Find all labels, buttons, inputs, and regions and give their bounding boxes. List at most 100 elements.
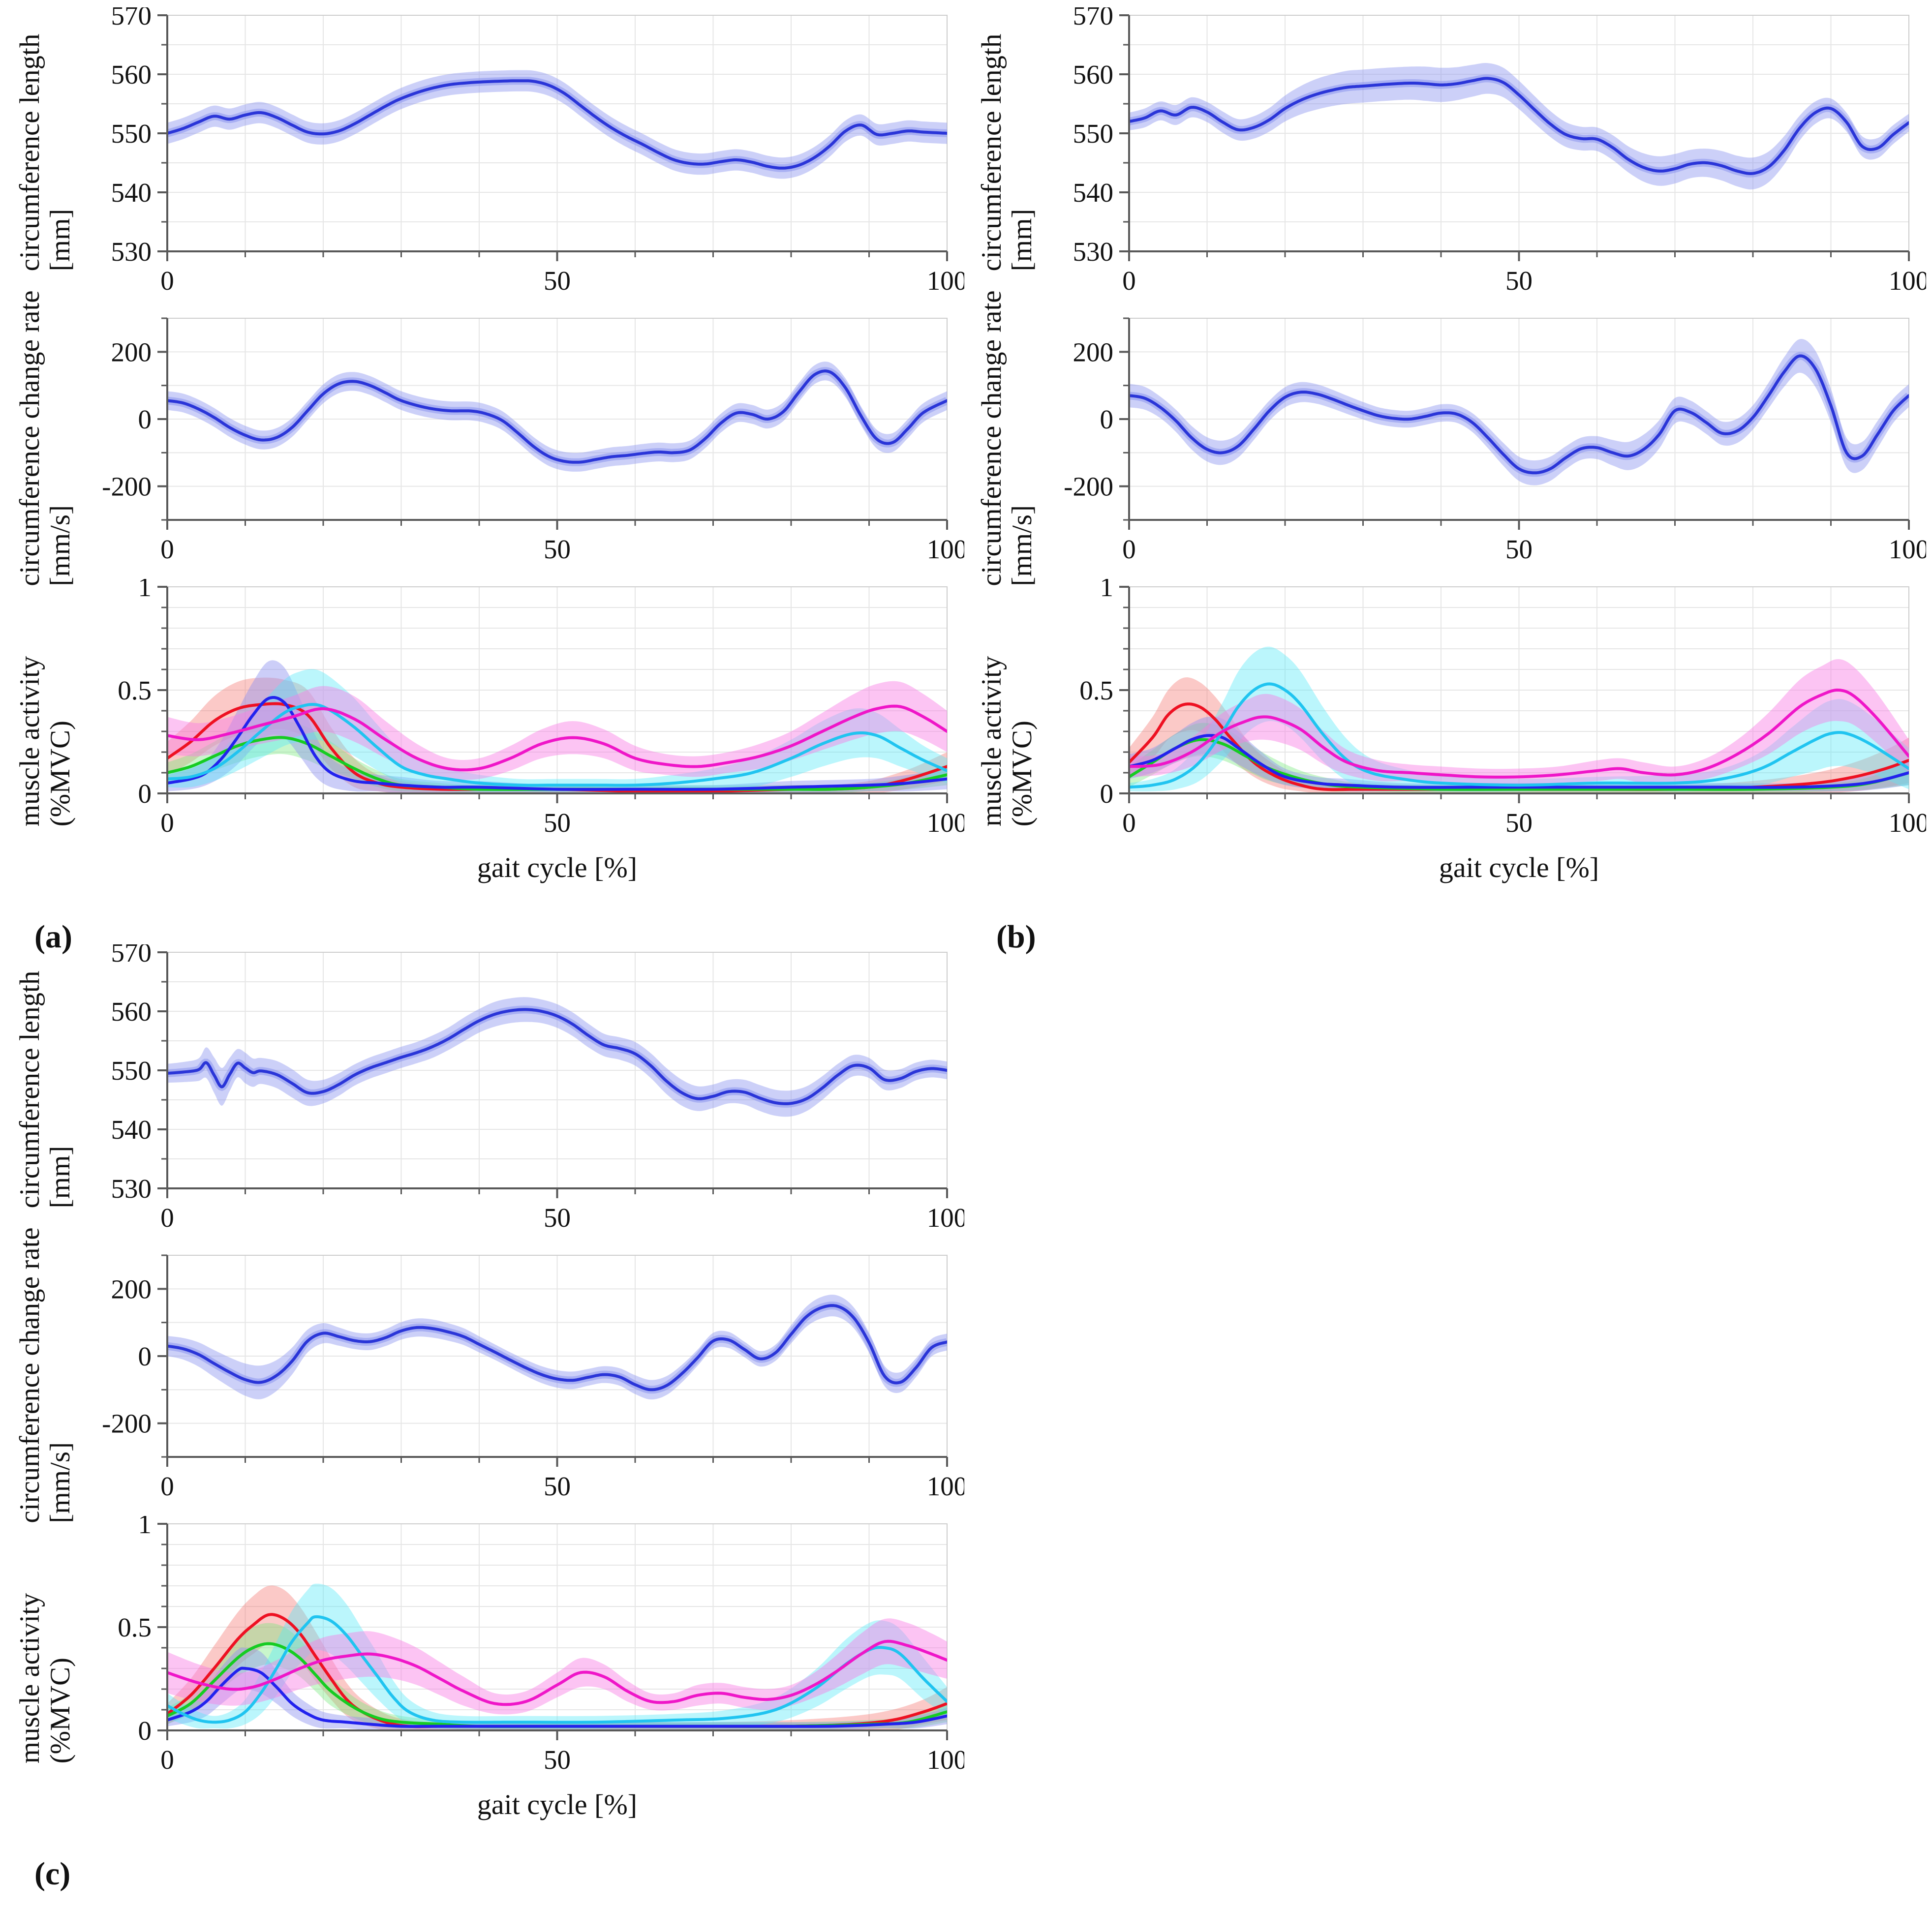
svg-text:0: 0 bbox=[138, 779, 152, 809]
svg-text:50: 50 bbox=[544, 266, 571, 296]
svg-text:200: 200 bbox=[111, 337, 152, 367]
chart-a-circumference-length: circumference length [mm] 0 50 100 530 540 55… bbox=[14, 7, 965, 298]
svg-text:530: 530 bbox=[1073, 237, 1114, 267]
svg-text:0: 0 bbox=[160, 266, 174, 296]
svg-text:560: 560 bbox=[111, 997, 152, 1027]
svg-text:50: 50 bbox=[1505, 808, 1533, 838]
svg-text:200: 200 bbox=[111, 1274, 152, 1304]
svg-text:100: 100 bbox=[927, 534, 964, 564]
svg-text:540: 540 bbox=[1073, 178, 1114, 208]
y-axis-label-group: circumference change rate [mm/s] bbox=[14, 290, 76, 586]
y-axis-label: circumference change rate bbox=[976, 290, 1007, 586]
y-axis-unit: [mm/s] bbox=[44, 505, 76, 586]
svg-text:0: 0 bbox=[160, 1745, 174, 1775]
chart-a-muscle-activity: muscle activity (%MVC) 0 50 100 0 0.5 1 gait c… bbox=[14, 579, 964, 904]
svg-text:50: 50 bbox=[1505, 266, 1533, 296]
svg-text:540: 540 bbox=[111, 178, 152, 208]
svg-text:0.5: 0.5 bbox=[1079, 675, 1113, 705]
chart-c-circumference-length: circumference length [mm] 0 50 100 530 540 55… bbox=[14, 944, 965, 1235]
y-axis-unit: [mm/s] bbox=[1006, 505, 1038, 586]
y-axis-label-group: circumference length [mm] bbox=[14, 970, 76, 1209]
y-axis-label: circumference length bbox=[14, 33, 45, 272]
y-axis-label-group: circumference change rate [mm/s] bbox=[14, 1227, 76, 1523]
panel-label-c: (c) bbox=[34, 1856, 71, 1892]
svg-text:570: 570 bbox=[111, 944, 152, 968]
y-axis-label: circumference change rate bbox=[14, 1227, 45, 1523]
svg-text:0: 0 bbox=[160, 1203, 174, 1233]
y-axis-label-group: muscle activity (%MVC) bbox=[14, 1593, 76, 1764]
svg-text:0: 0 bbox=[1100, 779, 1114, 809]
panel-label-b: (b) bbox=[996, 919, 1036, 955]
svg-text:1: 1 bbox=[138, 579, 152, 602]
svg-text:550: 550 bbox=[111, 1056, 152, 1086]
y-axis-unit: [mm] bbox=[1006, 209, 1038, 272]
svg-text:-200: -200 bbox=[102, 472, 152, 502]
svg-text:50: 50 bbox=[544, 1471, 571, 1501]
plot-svg: 0 50 100 -200 0 200 bbox=[1064, 317, 1926, 564]
y-axis-unit: [mm] bbox=[44, 1146, 76, 1209]
y-axis-unit: (%MVC) bbox=[1006, 721, 1038, 827]
plot-svg: 0 50 100 530 540 550 560 570 bbox=[111, 944, 965, 1233]
svg-text:50: 50 bbox=[544, 808, 571, 838]
svg-text:560: 560 bbox=[1073, 60, 1114, 90]
panel-c: circumference length [mm] 0 50 100 530 540 55… bbox=[14, 944, 965, 1893]
y-axis-label: muscle activity bbox=[14, 656, 45, 827]
svg-text:1: 1 bbox=[1100, 579, 1114, 602]
panel-b: circumference length [mm] 0 50 100 530 540 55… bbox=[976, 7, 1927, 956]
y-axis-label-group: circumference length [mm] bbox=[14, 33, 76, 272]
svg-text:100: 100 bbox=[1889, 266, 1926, 296]
svg-text:570: 570 bbox=[111, 7, 152, 30]
svg-text:530: 530 bbox=[111, 237, 152, 267]
svg-text:100: 100 bbox=[927, 1471, 964, 1501]
plot-svg: 0 50 100 530 540 550 560 570 bbox=[1073, 7, 1927, 296]
svg-text:gait cycle [%]: gait cycle [%] bbox=[1439, 851, 1599, 883]
svg-text:530: 530 bbox=[111, 1174, 152, 1204]
y-axis-label: circumference length bbox=[976, 33, 1007, 272]
svg-text:-200: -200 bbox=[1064, 472, 1113, 502]
chart-c-muscle-activity: muscle activity (%MVC) 0 50 100 0 0.5 1 gait c… bbox=[14, 1516, 964, 1841]
y-axis-unit: [mm] bbox=[44, 209, 76, 272]
chart-a-circumference-change-rate: circumference change rate [mm/s] 0 50 100 -… bbox=[14, 290, 964, 586]
svg-text:100: 100 bbox=[927, 808, 964, 838]
svg-text:0: 0 bbox=[160, 808, 174, 838]
y-axis-label: circumference length bbox=[14, 970, 45, 1209]
panel-a: circumference length [mm] 0 50 100 530 540 55… bbox=[14, 7, 965, 956]
svg-text:50: 50 bbox=[544, 534, 571, 564]
svg-text:50: 50 bbox=[544, 1745, 571, 1775]
plot-svg: 0 50 100 0 0.5 1 gait cycle [%] bbox=[118, 579, 964, 883]
plot-svg: 0 50 100 0 0.5 1 gait cycle [%] bbox=[118, 1516, 964, 1820]
chart-c-circumference-change-rate: circumference change rate [mm/s] 0 50 100 -… bbox=[14, 1227, 964, 1523]
svg-text:50: 50 bbox=[544, 1203, 571, 1233]
plot-svg: 0 50 100 530 540 550 560 570 bbox=[111, 7, 965, 296]
svg-text:0: 0 bbox=[138, 404, 152, 434]
y-axis-unit: [mm/s] bbox=[44, 1442, 76, 1523]
svg-text:570: 570 bbox=[1073, 7, 1114, 30]
svg-text:540: 540 bbox=[111, 1115, 152, 1145]
svg-text:0: 0 bbox=[1122, 266, 1136, 296]
svg-text:1: 1 bbox=[138, 1516, 152, 1539]
svg-text:0: 0 bbox=[1100, 404, 1114, 434]
chart-b-muscle-activity: muscle activity (%MVC) 0 50 100 0 0.5 1 gait c… bbox=[976, 579, 1926, 904]
svg-text:gait cycle [%]: gait cycle [%] bbox=[477, 851, 637, 883]
svg-text:0: 0 bbox=[138, 1716, 152, 1746]
svg-text:100: 100 bbox=[1889, 534, 1926, 564]
panel-label-a: (a) bbox=[34, 919, 72, 955]
svg-text:100: 100 bbox=[927, 266, 964, 296]
y-axis-label: muscle activity bbox=[14, 1593, 45, 1764]
svg-text:100: 100 bbox=[1889, 808, 1926, 838]
y-axis-label-group: muscle activity (%MVC) bbox=[14, 656, 76, 827]
svg-text:gait cycle [%]: gait cycle [%] bbox=[477, 1788, 637, 1820]
svg-text:0: 0 bbox=[138, 1341, 152, 1371]
y-axis-label-group: muscle activity (%MVC) bbox=[976, 656, 1038, 827]
plot-svg: 0 50 100 -200 0 200 bbox=[102, 1254, 964, 1501]
chart-b-circumference-change-rate: circumference change rate [mm/s] 0 50 100 -… bbox=[976, 290, 1926, 586]
svg-text:0: 0 bbox=[1122, 534, 1136, 564]
svg-text:50: 50 bbox=[1505, 534, 1533, 564]
plot-svg: 0 50 100 -200 0 200 bbox=[102, 317, 964, 564]
y-axis-unit: (%MVC) bbox=[44, 1658, 76, 1764]
svg-text:0: 0 bbox=[160, 534, 174, 564]
svg-text:0.5: 0.5 bbox=[118, 675, 152, 705]
svg-text:560: 560 bbox=[111, 60, 152, 90]
y-axis-label-group: circumference length [mm] bbox=[976, 33, 1038, 272]
